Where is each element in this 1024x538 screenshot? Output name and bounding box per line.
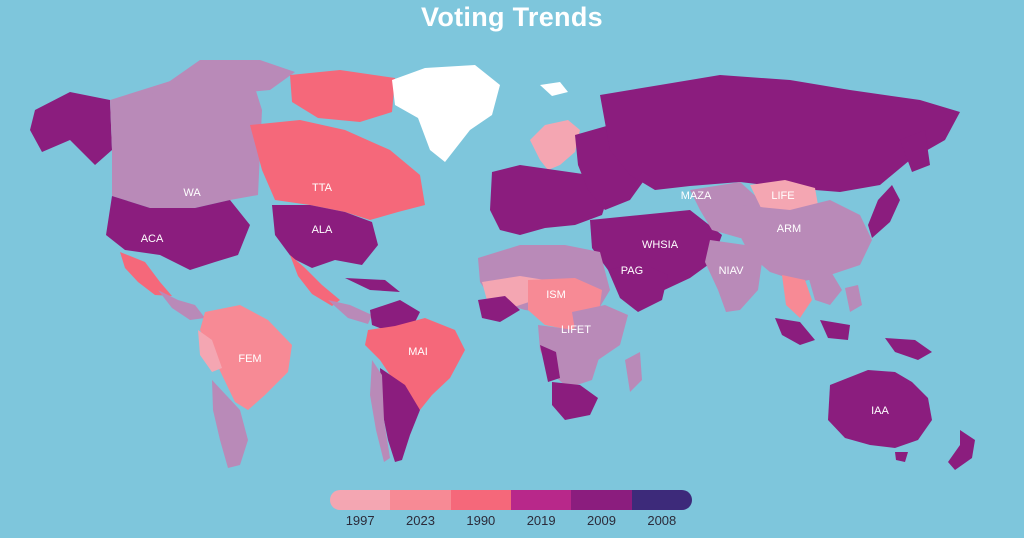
region-label-maza: MAZA <box>681 190 712 202</box>
region-canadian-islands[interactable] <box>290 70 395 122</box>
region-new-zealand[interactable] <box>948 430 975 470</box>
legend-label-1997: 1997 <box>345 513 375 528</box>
region-label-wa: WA <box>183 187 201 199</box>
region-south-africa[interactable] <box>552 382 598 420</box>
legend-swatch-2009 <box>571 490 632 510</box>
region-south-america-west-north[interactable] <box>200 305 292 410</box>
region-china[interactable] <box>738 200 872 282</box>
legend-swatch-1997 <box>330 490 391 510</box>
region-south-east-asia[interactable] <box>782 275 812 318</box>
region-western-europe[interactable] <box>490 165 610 235</box>
legend-swatch-2019 <box>510 490 572 510</box>
region-label-life: LIFE <box>771 190 794 202</box>
region-usa-west[interactable] <box>106 196 250 270</box>
region-tasmania[interactable] <box>895 452 908 462</box>
legend-label-2023: 2023 <box>406 513 435 528</box>
legend-label-2009: 2009 <box>587 513 616 528</box>
region-label-ism: ISM <box>546 289 566 301</box>
legend-labels: 1997 2023 1990 2019 2009 2008 <box>330 513 692 528</box>
region-south-america-west-patch[interactable] <box>198 330 222 372</box>
region-madagascar[interactable] <box>625 352 642 392</box>
region-australia[interactable] <box>828 370 932 448</box>
region-label-pag: PAG <box>621 265 643 277</box>
region-central-america-east[interactable] <box>328 300 372 324</box>
legend-swatch-2008 <box>631 490 692 510</box>
region-russia[interactable] <box>600 75 960 192</box>
region-central-america-west[interactable] <box>158 290 205 320</box>
region-mongolia[interactable] <box>750 180 818 212</box>
region-label-arm: ARM <box>777 223 801 235</box>
region-label-aca: ACA <box>141 233 164 245</box>
region-korea-kamchatka[interactable] <box>900 130 930 172</box>
legend-label-2019: 2019 <box>526 513 556 528</box>
region-indonesia-west[interactable] <box>775 318 815 345</box>
region-iceland[interactable] <box>540 82 568 96</box>
legend-label-1990: 1990 <box>466 513 496 528</box>
legend-swatch-1990 <box>450 490 511 510</box>
region-label-lifet: LIFET <box>561 324 591 336</box>
region-label-iaa: IAA <box>871 405 889 417</box>
region-indochina[interactable] <box>805 265 842 305</box>
region-south-america-west-south[interactable] <box>212 380 248 468</box>
region-caribbean[interactable] <box>345 278 400 292</box>
region-alaska[interactable] <box>30 92 112 165</box>
region-new-guinea[interactable] <box>885 338 932 360</box>
region-indonesia-east[interactable] <box>820 320 850 340</box>
region-greenland[interactable] <box>392 65 500 162</box>
region-scandinavia[interactable] <box>530 120 580 170</box>
region-chile[interactable] <box>370 360 390 462</box>
region-mexico-east[interactable] <box>290 255 340 306</box>
region-west-africa[interactable] <box>478 296 520 322</box>
region-brazil[interactable] <box>365 318 465 410</box>
region-label-whsia: WHSIA <box>642 239 679 251</box>
region-south-west-africa[interactable] <box>540 345 560 382</box>
map-title: Voting Trends <box>421 2 603 32</box>
region-mexico-west[interactable] <box>120 252 172 296</box>
region-eastern-canada[interactable] <box>250 120 425 220</box>
region-arctic-canada[interactable] <box>150 60 295 95</box>
region-label-fem: FEM <box>238 353 261 365</box>
region-label-niav: NIAV <box>719 265 745 277</box>
legend-swatch-2023 <box>390 490 451 510</box>
region-usa-east[interactable] <box>272 205 378 268</box>
region-label-mai: MAI <box>408 346 428 358</box>
region-western-canada[interactable] <box>110 72 262 208</box>
region-arabia[interactable] <box>608 262 668 312</box>
region-philippines[interactable] <box>845 285 862 312</box>
legend-color-bar <box>330 490 692 510</box>
legend-label-2008: 2008 <box>647 513 677 528</box>
region-india[interactable] <box>705 240 762 312</box>
region-japan[interactable] <box>868 185 900 238</box>
region-argentina[interactable] <box>380 368 420 462</box>
region-label-ala: ALA <box>312 224 333 236</box>
region-label-tta: TTA <box>312 182 333 194</box>
